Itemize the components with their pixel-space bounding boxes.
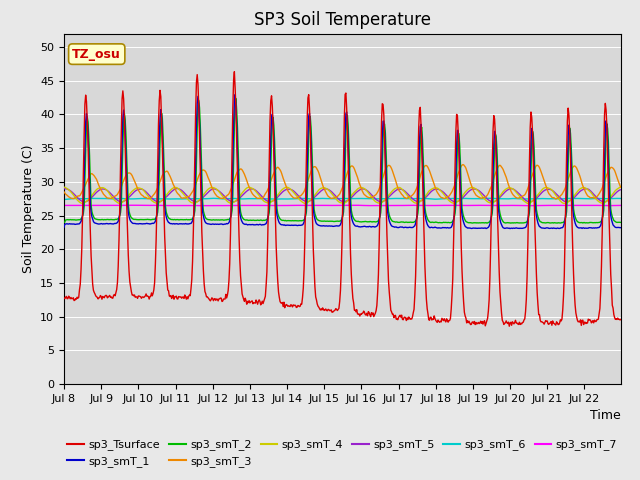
X-axis label: Time: Time xyxy=(590,409,621,422)
Legend: sp3_Tsurface, sp3_smT_1, sp3_smT_2, sp3_smT_3, sp3_smT_4, sp3_smT_5, sp3_smT_6, : sp3_Tsurface, sp3_smT_1, sp3_smT_2, sp3_… xyxy=(63,435,622,471)
Y-axis label: Soil Temperature (C): Soil Temperature (C) xyxy=(22,144,35,273)
Text: TZ_osu: TZ_osu xyxy=(72,48,121,60)
Title: SP3 Soil Temperature: SP3 Soil Temperature xyxy=(254,11,431,29)
